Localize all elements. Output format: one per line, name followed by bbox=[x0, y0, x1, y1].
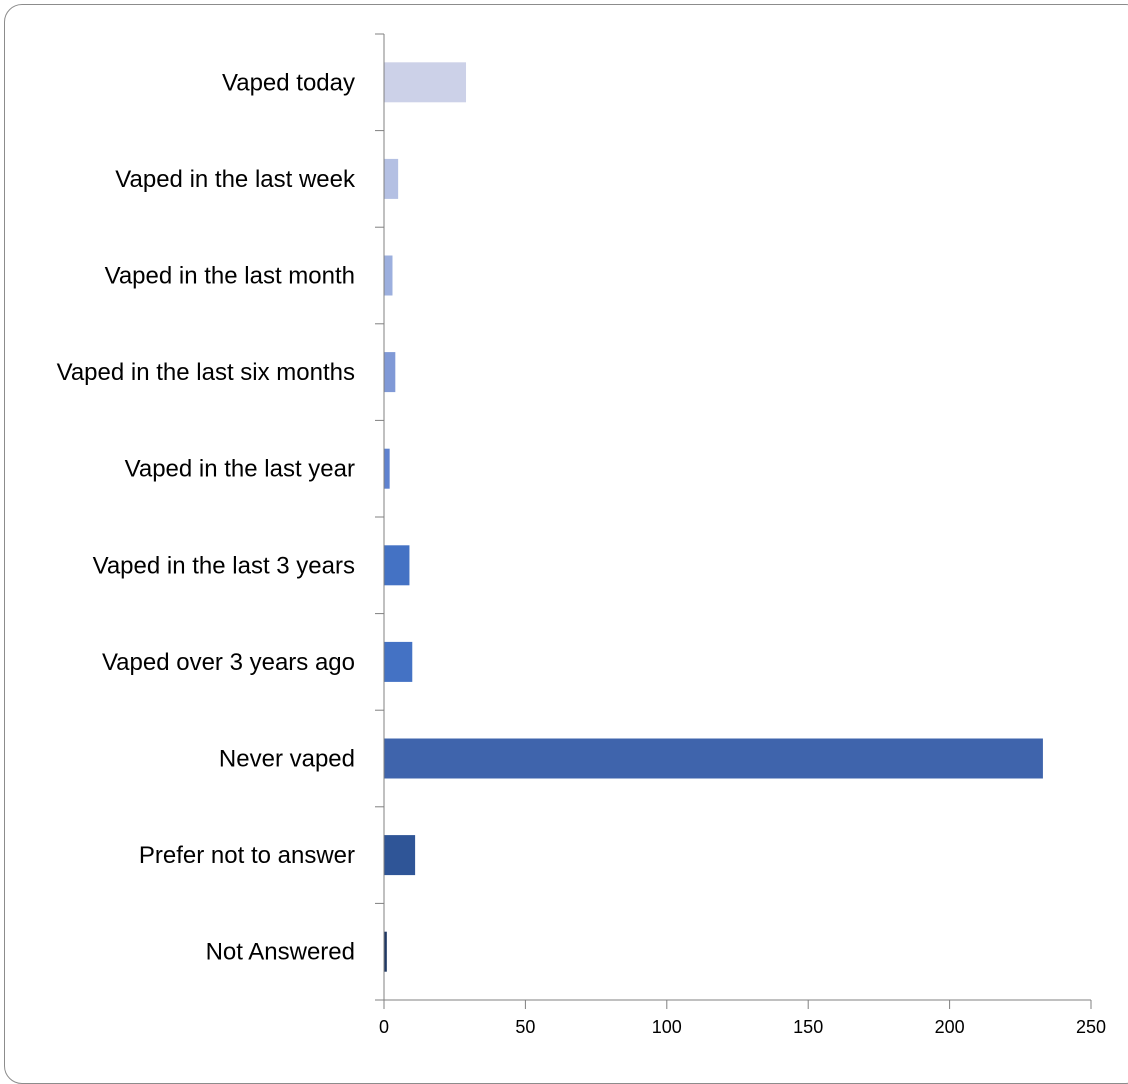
bars-group bbox=[384, 62, 1043, 972]
category-label: Vaped today bbox=[222, 69, 355, 96]
bar-vaped-in-the-last-six-months bbox=[384, 352, 396, 393]
bar-not-answered bbox=[384, 931, 387, 972]
category-label: Vaped in the last 3 years bbox=[93, 552, 355, 579]
bar-vaped-in-the-last-year bbox=[384, 448, 390, 489]
bar-vaped-in-the-last-3-years bbox=[384, 545, 410, 586]
x-tick-label: 150 bbox=[793, 1017, 823, 1037]
category-label: Vaped in the last year bbox=[125, 456, 355, 483]
x-tick-label: 200 bbox=[935, 1017, 965, 1037]
horizontal-bar-chart: Vaped today Vaped in the last week Vaped i… bbox=[57, 33, 1106, 1037]
bar-never-vaped bbox=[384, 738, 1043, 779]
bar-vaped-in-the-last-week bbox=[384, 158, 399, 199]
category-label: Not Answered bbox=[206, 939, 355, 966]
category-label: Vaped in the last six months bbox=[57, 359, 355, 386]
labels-group: Vaped today Vaped in the last week Vaped i… bbox=[57, 69, 1106, 1037]
bar-prefer-not-to-answer bbox=[384, 835, 416, 876]
chart-frame bbox=[4, 4, 1128, 1084]
category-label: Never vaped bbox=[219, 746, 355, 773]
category-label: Prefer not to answer bbox=[139, 842, 355, 869]
bar-vaped-over-3-years-ago bbox=[384, 641, 413, 682]
bar-vaped-in-the-last-month bbox=[384, 255, 393, 296]
x-tick-label: 250 bbox=[1076, 1017, 1106, 1037]
x-tick-label: 0 bbox=[379, 1017, 389, 1037]
axes-group bbox=[375, 33, 1092, 1009]
category-label: Vaped in the last month bbox=[105, 263, 355, 290]
category-label: Vaped over 3 years ago bbox=[102, 649, 355, 676]
category-label: Vaped in the last week bbox=[115, 166, 356, 193]
x-tick-label: 50 bbox=[515, 1017, 535, 1037]
bar-vaped-today bbox=[384, 62, 467, 103]
x-tick-label: 100 bbox=[652, 1017, 682, 1037]
